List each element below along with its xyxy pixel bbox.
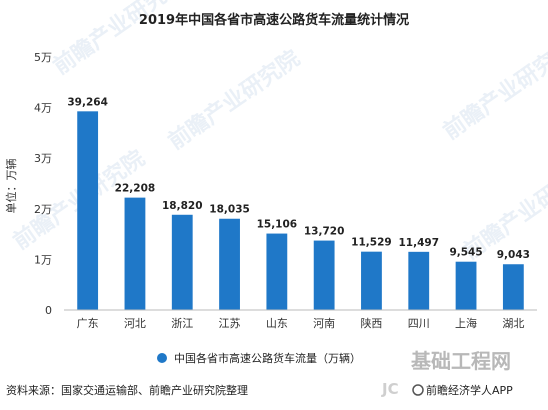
data-label: 11,497 <box>398 237 439 249</box>
y-tick-label: 2万 <box>34 203 52 216</box>
legend: 中国各省市高速公路货车流量（万辆） <box>157 351 361 365</box>
bar <box>408 251 430 310</box>
source-note: 资料来源：国家交通运输部、前瞻产业研究院整理 <box>6 383 248 397</box>
x-tick-label: 河北 <box>124 317 146 330</box>
data-label: 39,264 <box>67 96 108 108</box>
x-tick-label: 湖北 <box>502 317 524 330</box>
brand-text: 前瞻经济学人APP <box>426 383 513 397</box>
x-tick-label: 河南 <box>313 317 335 330</box>
brand-watermark: 基础工程网 JC 前瞻经济学人APP <box>381 349 513 398</box>
bar <box>502 264 524 310</box>
legend-marker <box>157 353 167 363</box>
data-label: 9,043 <box>497 249 530 261</box>
bar <box>124 197 146 310</box>
x-tick-label: 上海 <box>455 316 477 330</box>
site-watermark: 基础工程网 <box>411 349 511 373</box>
y-ticks: 0 1万 2万 3万 4万 5万 <box>34 51 52 317</box>
bar <box>219 218 240 310</box>
bar <box>361 251 382 310</box>
value-labels: 39,264 22,208 18,820 18,035 15,106 13,720 11,5… <box>67 96 530 261</box>
x-tick-label: 江苏 <box>219 317 241 330</box>
bar <box>171 214 193 310</box>
y-tick-label: 3万 <box>34 152 52 165</box>
brand-logo-icon <box>412 384 424 396</box>
bars <box>77 111 524 310</box>
data-label: 11,529 <box>351 237 392 249</box>
x-tick-label: 浙江 <box>171 317 193 330</box>
data-label: 15,106 <box>257 219 298 231</box>
data-label: 18,035 <box>209 204 250 216</box>
y-tick-label: 0 <box>45 304 52 317</box>
data-label: 22,208 <box>115 183 156 195</box>
bar <box>77 111 99 310</box>
watermark-text: 前瞻产业研究院 <box>439 35 548 145</box>
jc-watermark: JC <box>381 380 399 398</box>
data-label: 9,545 <box>449 247 482 259</box>
bar <box>266 233 288 310</box>
data-label: 18,820 <box>162 200 203 212</box>
y-tick-label: 4万 <box>34 102 52 115</box>
x-tick-label: 四川 <box>408 317 430 330</box>
x-tick-label: 山东 <box>266 317 288 330</box>
x-tick-label: 陕西 <box>360 316 382 330</box>
y-axis-label: 单位：万辆 <box>4 159 18 214</box>
data-label: 13,720 <box>304 226 345 238</box>
x-tick-label: 广东 <box>77 317 99 330</box>
y-tick-label: 5万 <box>34 51 52 64</box>
watermark-text: 前瞻产业研究院 <box>49 0 190 80</box>
bar <box>313 240 335 310</box>
legend-label: 中国各省市高速公路货车流量（万辆） <box>174 351 361 365</box>
chart-title: 2019年中国各省市高速公路货车流量统计情况 <box>139 12 409 28</box>
y-tick-label: 1万 <box>34 253 52 266</box>
x-tick-labels: 广东 河北 浙江 江苏 山东 河南 陕西 四川 上海 湖北 <box>77 316 525 330</box>
watermark-text: 前瞻产业研究院 <box>164 45 305 155</box>
bar <box>455 261 477 310</box>
